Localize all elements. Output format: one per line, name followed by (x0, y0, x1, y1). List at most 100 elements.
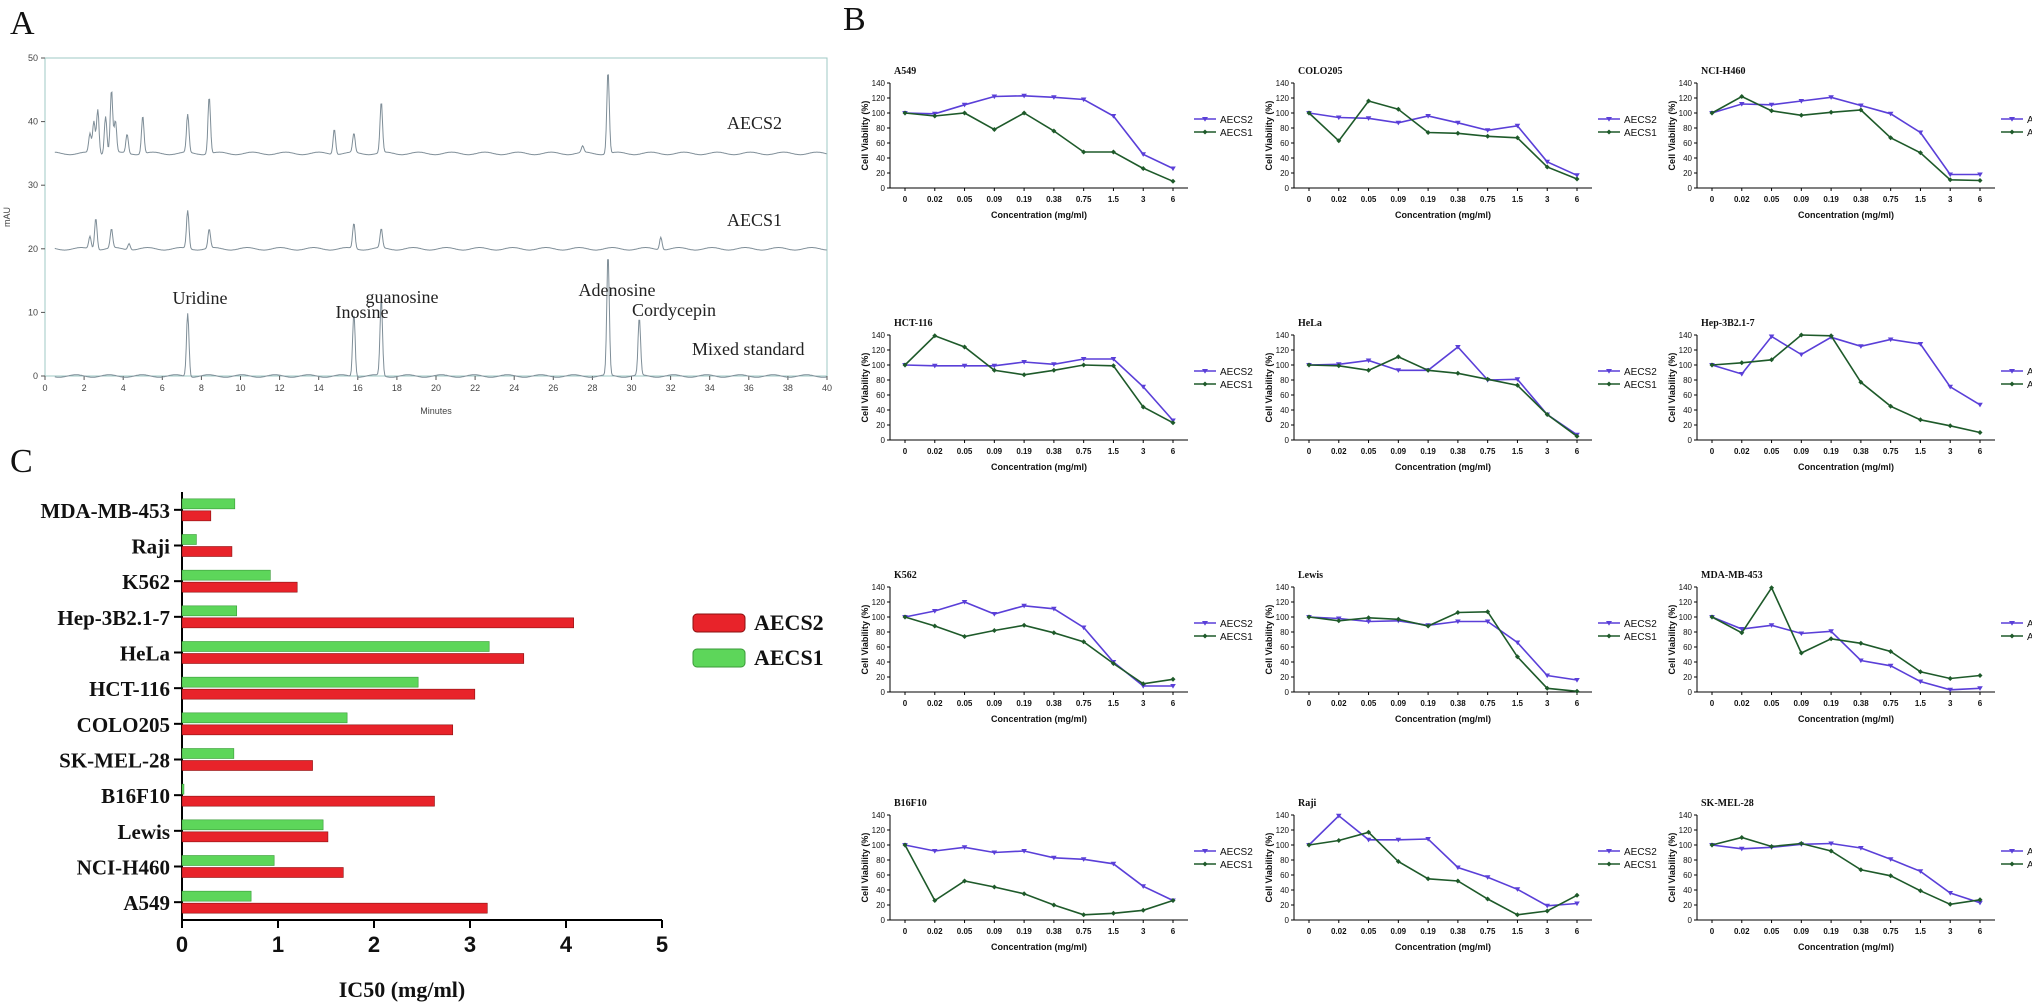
x-tick-label: 0.38 (1450, 447, 1466, 456)
data-point-aecs1 (1798, 650, 1804, 656)
x-tick-label: 0.19 (1016, 927, 1032, 936)
x-tick-label: 6 (1575, 927, 1580, 936)
data-point-aecs2 (961, 363, 968, 369)
x-tick-label: 3 (1948, 927, 1953, 936)
data-point-aecs1 (1858, 379, 1864, 385)
x-tick-label: 8 (199, 383, 204, 393)
y-tick-label: 20 (1280, 673, 1289, 682)
y-tick-label: 120 (872, 346, 886, 355)
plot-title: SK-MEL-28 (1701, 798, 1754, 809)
data-point-aecs2 (1080, 857, 1087, 862)
x-tick-label: 6 (1978, 195, 1983, 204)
y-tick-label: 60 (1683, 139, 1692, 148)
data-point-aecs2 (1080, 357, 1087, 362)
x-tick-label: 0.75 (1076, 195, 1092, 204)
data-point-aecs1 (1769, 357, 1775, 363)
x-tick-label: 0 (903, 927, 908, 936)
data-point-aecs2 (1365, 837, 1372, 843)
data-point-aecs2 (1140, 884, 1147, 889)
y-tick-label: 0 (1285, 184, 1290, 193)
data-point-aecs1 (1021, 622, 1027, 628)
data-point-aecs2 (991, 94, 998, 100)
legend-label: AECS1 (2027, 128, 2032, 139)
legend-label: AECS2 (1624, 619, 1657, 630)
data-point-aecs1 (1336, 138, 1342, 144)
bar-aecs2 (181, 510, 212, 522)
data-point-aecs1 (962, 634, 968, 639)
data-point-aecs1 (1425, 876, 1431, 882)
series-line-aecs2 (1308, 112, 1578, 177)
data-point-aecs1 (1485, 133, 1491, 139)
y-tick-label: 10 (28, 307, 38, 317)
x-tick-label: 0.02 (1734, 195, 1750, 204)
legend-label: AECS2 (2027, 115, 2032, 126)
legend-label: AECS1 (1220, 380, 1253, 391)
data-point-aecs2 (1335, 115, 1342, 121)
y-tick-label: 40 (1280, 886, 1289, 895)
y-axis-label: Cell Viability (%) (860, 605, 870, 675)
data-point-aecs1 (1485, 376, 1491, 382)
data-point-aecs1 (991, 884, 997, 890)
legend-marker (1606, 369, 1612, 374)
x-tick-label: 0.09 (1391, 699, 1407, 708)
x-tick-label: 4 (121, 383, 126, 393)
series-line-aecs1 (1308, 100, 1578, 180)
x-tick-label: 0.19 (1016, 699, 1032, 708)
y-tick-label: 140 (1276, 79, 1290, 88)
y-tick-label: 60 (1683, 871, 1692, 880)
data-point-aecs1 (1574, 892, 1580, 898)
legend-marker (1202, 633, 1208, 639)
x-tick-label: 32 (666, 383, 676, 393)
data-point-aecs1 (1739, 360, 1745, 366)
data-point-aecs2 (1574, 678, 1580, 683)
data-point-aecs1 (1140, 404, 1146, 410)
x-tick-label: 6 (1575, 195, 1580, 204)
x-axis-label: IC50 (mg/ml) (339, 977, 465, 1002)
plot-title: HCT-116 (894, 318, 933, 329)
y-tick-label: 40 (1280, 658, 1289, 667)
y-tick-label: 20 (1683, 901, 1692, 910)
x-tick-label: 0.05 (1361, 447, 1377, 456)
plot-title: Lewis (1298, 570, 1323, 581)
data-point-aecs1 (1709, 614, 1715, 620)
data-point-aecs2 (1917, 679, 1924, 685)
series-line-aecs2 (1711, 96, 1980, 176)
data-point-aecs1 (1110, 910, 1116, 916)
plot-title: NCI-H460 (1701, 66, 1745, 77)
data-point-aecs2 (991, 612, 998, 617)
x-axis-label: Concentration (mg/ml) (1798, 942, 1894, 952)
x-tick-label: 1.5 (1915, 195, 1927, 204)
y-tick-label: 60 (1280, 139, 1289, 148)
x-tick-label: 0.02 (927, 699, 943, 708)
data-point-aecs1 (1574, 433, 1580, 439)
y-tick-label: 40 (876, 154, 885, 163)
legend-label: AECS1 (754, 645, 824, 670)
x-axis-label: Concentration (mg/ml) (991, 714, 1087, 724)
x-tick-label: 0.19 (1420, 927, 1436, 936)
data-point-aecs2 (1335, 813, 1342, 819)
data-point-aecs2 (1484, 128, 1491, 133)
bar-aecs1 (181, 569, 271, 581)
x-tick-label: 0.75 (1076, 927, 1092, 936)
legend-label: AECS2 (1220, 367, 1253, 378)
y-tick-label: 20 (1280, 421, 1289, 430)
data-point-aecs1 (1110, 149, 1116, 155)
y-axis-label: Cell Viability (%) (1667, 353, 1677, 423)
data-point-aecs2 (1738, 846, 1745, 852)
y-axis-label: Cell Viability (%) (1264, 101, 1274, 171)
data-point-aecs1 (1514, 135, 1520, 141)
data-point-aecs2 (1798, 631, 1805, 637)
legend-label: AECS2 (2027, 367, 2032, 378)
y-tick-label: 0 (1688, 436, 1693, 445)
data-point-aecs2 (1917, 342, 1924, 347)
data-point-aecs2 (1170, 684, 1176, 689)
plot-title: COLO205 (1298, 66, 1342, 77)
x-axis-label: Minutes (420, 406, 452, 416)
data-point-aecs1 (1425, 367, 1431, 373)
data-point-aecs2 (1574, 901, 1580, 907)
y-tick-label: 20 (1683, 421, 1692, 430)
x-tick-label: 0.19 (1420, 699, 1436, 708)
bar-aecs1 (181, 855, 275, 866)
data-point-aecs2 (1947, 384, 1954, 390)
data-point-aecs1 (1888, 403, 1894, 409)
